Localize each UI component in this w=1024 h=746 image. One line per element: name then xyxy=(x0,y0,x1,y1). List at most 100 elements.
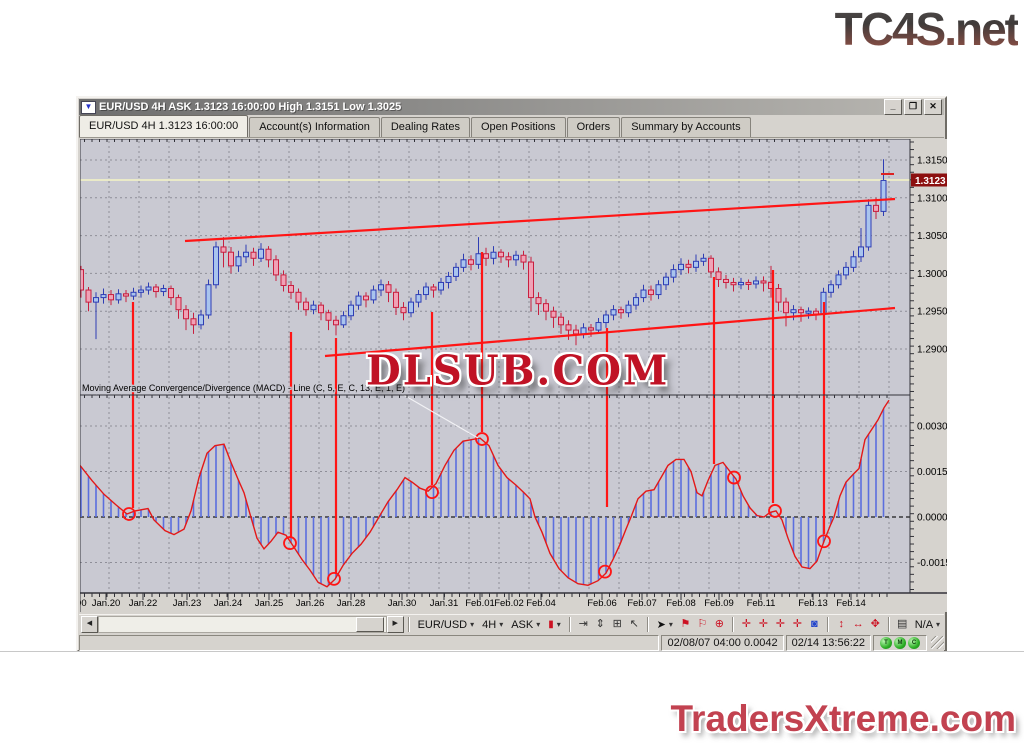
crosshair-vertical-icon[interactable]: ✛ xyxy=(775,618,785,630)
svg-text:1.3150: 1.3150 xyxy=(917,156,947,167)
svg-text:Jan.31: Jan.31 xyxy=(430,598,459,609)
candles-layer xyxy=(80,159,887,346)
svg-text:Feb.11: Feb.11 xyxy=(747,598,776,609)
svg-text:Feb.06: Feb.06 xyxy=(587,598,617,609)
report-page-icon[interactable]: ▤ xyxy=(896,618,908,630)
tab-summary-by-accounts[interactable]: Summary by Accounts xyxy=(621,117,751,137)
chevron-down-icon: ▾ xyxy=(668,620,673,629)
price-chart-canvas[interactable]: 1.3150 1.3100 1.3050 1.3000 1.2950 1.2900 0.00… xyxy=(80,139,947,612)
chart-toolbar-row: ◀ ▶ EUR/USD ▾ 4H ▾ ASK ▾ ▮ ▾ xyxy=(79,614,944,634)
tradersxtreme-watermark: TradersXtreme.com xyxy=(670,698,1016,739)
tab-orders[interactable]: Orders xyxy=(566,117,621,137)
candlestick-icon: ▮ xyxy=(548,619,554,630)
scroll-right-button[interactable]: ▶ xyxy=(386,616,404,633)
svg-text:Feb.07: Feb.07 xyxy=(627,598,657,609)
date-labels: :00 Jan.20 Jan.22 Jan.23 Jan.24 Jan.25 Jan.26 J… xyxy=(80,598,866,609)
tab-open-positions[interactable]: Open Positions xyxy=(470,117,566,137)
trading-platform-window: ▼ EUR/USD 4H ASK 1.3123 16:00:00 High 1.… xyxy=(76,96,947,652)
period-value: 4H xyxy=(482,618,497,631)
close-button[interactable]: ✕ xyxy=(924,99,942,115)
maximize-button[interactable]: ❒ xyxy=(904,99,922,115)
tab-accounts-information[interactable]: Account(s) Information xyxy=(249,117,380,137)
chart-server-status-icon: C xyxy=(908,636,920,649)
tc4s-watermark-logo: TC4S.net xyxy=(834,3,1020,55)
scrollbar-thumb[interactable] xyxy=(355,617,384,632)
callout-line xyxy=(401,393,479,439)
overlay-indicator-select[interactable]: N/A ▾ xyxy=(911,616,944,634)
grid-layer xyxy=(80,141,910,592)
chevron-down-icon: ▾ xyxy=(556,620,561,629)
current-price-tag-text: 1.3123 xyxy=(915,176,946,187)
market-data-status-icon: M xyxy=(894,636,906,649)
resize-grip[interactable] xyxy=(931,636,944,649)
move-all-icon[interactable]: ✥ xyxy=(870,618,880,630)
svg-text:0.0030: 0.0030 xyxy=(917,422,947,433)
svg-text:Feb.01: Feb.01 xyxy=(465,598,495,609)
svg-text:0.0000: 0.0000 xyxy=(917,513,947,524)
svg-text:Jan.26: Jan.26 xyxy=(296,598,325,609)
svg-text:Jan.30: Jan.30 xyxy=(388,598,417,609)
svg-text:0.0015: 0.0015 xyxy=(917,467,947,478)
price-type-select[interactable]: ASK ▾ xyxy=(507,616,544,634)
expand-horizontal-icon[interactable]: ↔ xyxy=(852,618,864,630)
horizontal-scrollbar[interactable] xyxy=(97,616,387,633)
flag-marker-icon[interactable]: ⚑ xyxy=(680,618,691,630)
app-icon: ▼ xyxy=(81,100,96,114)
minimize-button[interactable]: _ xyxy=(884,99,902,115)
snap-to-latest-icon[interactable]: ⇥ xyxy=(578,618,588,630)
svg-text:Jan.23: Jan.23 xyxy=(173,598,202,609)
svg-text:1.3000: 1.3000 xyxy=(917,269,947,280)
svg-text:Jan.24: Jan.24 xyxy=(214,598,243,609)
chevron-down-icon: ▾ xyxy=(536,620,541,629)
svg-text:Feb.13: Feb.13 xyxy=(798,598,828,609)
snapshot-camera-icon[interactable]: ◙ xyxy=(810,618,818,630)
svg-text:Jan.25: Jan.25 xyxy=(255,598,284,609)
fit-vertical-scale-icon[interactable]: ⇕ xyxy=(595,618,605,630)
quote-pointer-icon[interactable]: ↖ xyxy=(629,618,639,630)
svg-text:Feb.04: Feb.04 xyxy=(526,598,556,609)
svg-text:Jan.20: Jan.20 xyxy=(92,598,121,609)
svg-text:Feb.02: Feb.02 xyxy=(494,598,524,609)
scroll-left-button[interactable]: ◀ xyxy=(81,616,98,633)
grid-toggle-icon[interactable]: ⊞ xyxy=(612,618,622,630)
crosshair-horizontal-icon[interactable]: ✛ xyxy=(792,618,802,630)
cursor-icon: ➤ xyxy=(656,619,666,631)
trading-server-status-icon: T xyxy=(880,636,892,649)
status-message-panel xyxy=(79,634,660,651)
shape-marker-icon[interactable]: ⚐ xyxy=(697,618,708,630)
svg-text::00: :00 xyxy=(80,598,87,609)
window-titlebar[interactable]: ▼ EUR/USD 4H ASK 1.3123 16:00:00 High 1.… xyxy=(79,99,944,115)
chevron-down-icon: ▾ xyxy=(936,620,941,629)
toolbar-separator xyxy=(731,617,734,632)
crosshair-plus-icon[interactable]: ✛ xyxy=(758,618,768,630)
toolbar-separator xyxy=(887,617,890,632)
current-price-tag xyxy=(911,173,947,187)
annotation-layer xyxy=(122,197,896,586)
svg-text:1.3100: 1.3100 xyxy=(917,193,947,204)
zoom-in-icon[interactable]: ⊕ xyxy=(714,618,724,630)
axis-borders xyxy=(80,139,947,612)
chart-type-select[interactable]: ▮ ▾ xyxy=(544,616,565,634)
overlay-indicator-value: N/A xyxy=(914,618,934,631)
instrument-select[interactable]: EUR/USD ▾ xyxy=(414,616,479,634)
svg-text:Feb.14: Feb.14 xyxy=(836,598,866,609)
crosshair-icon[interactable]: ✛ xyxy=(741,618,751,630)
tab-chart[interactable]: EUR/USD 4H 1.3123 16:00:00 xyxy=(79,115,249,137)
bar-info-panel: 02/08/07 04:00 0.0042 xyxy=(661,634,784,651)
page-divider-line xyxy=(0,651,1024,652)
period-select[interactable]: 4H ▾ xyxy=(478,616,507,634)
instrument-value: EUR/USD xyxy=(417,618,468,631)
svg-text:Jan.22: Jan.22 xyxy=(129,598,158,609)
cursor-mode-select[interactable]: ➤ ▾ xyxy=(653,616,677,634)
price-type-value: ASK xyxy=(511,618,534,631)
macd-indicator-label: Moving Average Convergence/Divergence (M… xyxy=(82,383,405,393)
tab-dealing-rates[interactable]: Dealing Rates xyxy=(380,117,470,137)
toolbar-separator xyxy=(407,617,410,632)
svg-text:1.2900: 1.2900 xyxy=(917,345,947,356)
toolbar-separator xyxy=(826,617,829,632)
expand-vertical-icon[interactable]: ↕ xyxy=(838,618,845,630)
svg-text:Feb.08: Feb.08 xyxy=(666,598,696,609)
